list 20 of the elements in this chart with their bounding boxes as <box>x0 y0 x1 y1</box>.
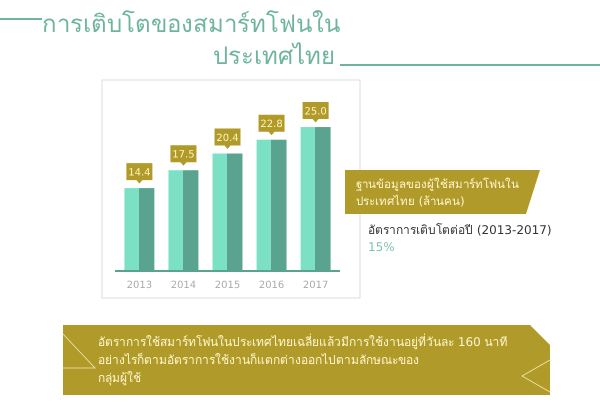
text: อัตราการใช้สมาร์ทโฟนในประเทศไทยเฉลี่ยแล้วมีการใช้งานอยู่ที่วันละ 160 นาที อย่างไรก็ตามอัตราการใช้งานก็แตกต่างออกไปตามลักษณะของ กลุ่มผู้ใช้ <box>98 333 508 386</box>
data-label: 25.0 <box>304 106 327 118</box>
bar <box>256 140 287 271</box>
text: อัตราการเติบโตต่อปี (2013-2017) <box>368 223 552 237</box>
bar <box>168 170 198 271</box>
x-tick-label: 2013 <box>126 280 152 291</box>
chart-title: การเติบโตของสมาร์ทโฟนใน ประเทศไทย <box>42 10 340 70</box>
data-label: 20.4 <box>216 133 239 144</box>
text: 15% <box>368 240 395 254</box>
data-label: 22.8 <box>260 119 283 130</box>
data-label: 14.4 <box>128 168 151 179</box>
x-tick-label: 2014 <box>170 280 196 291</box>
bar <box>212 154 242 271</box>
x-tick-label: 2017 <box>302 280 328 291</box>
x-tick-label: 2016 <box>258 280 284 291</box>
bar <box>300 127 331 271</box>
bar <box>124 188 154 271</box>
data-label: 17.5 <box>172 150 195 161</box>
x-tick-label: 2015 <box>214 280 240 291</box>
text: ฐานข้อมูลของผู้ใช้สมาร์ทโฟนใน ประเทศไทย (ล้านคน) <box>356 177 519 208</box>
